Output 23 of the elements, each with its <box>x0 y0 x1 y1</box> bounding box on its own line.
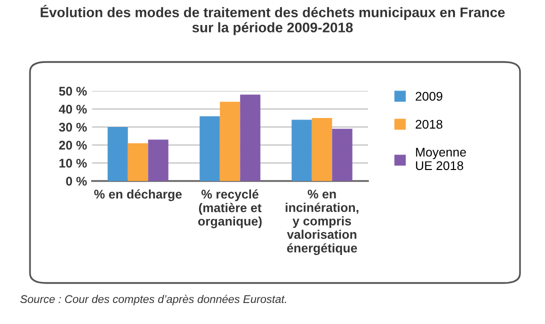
x-tick-label: % en décharge <box>94 189 182 202</box>
legend-label: Moyenne UE 2018 <box>416 148 466 170</box>
legend-label: 2009 <box>416 92 442 101</box>
bar <box>240 94 260 181</box>
bar <box>108 127 128 181</box>
y-tick-label: 10 % <box>59 158 87 168</box>
bar <box>128 143 148 181</box>
source-note: Source : Cour des comptes d’après données Eurostat. <box>20 294 286 306</box>
bar <box>220 102 240 181</box>
bar <box>332 128 352 181</box>
bar <box>292 120 312 181</box>
x-tick-label: % recyclé (matière et organique) <box>198 189 262 228</box>
y-tick-label: 30 % <box>58 122 87 132</box>
bar <box>148 140 168 181</box>
x-tick-label: % en incinération, y compris valorisation énergétique <box>286 190 358 256</box>
y-tick-label: 0 % <box>66 176 87 186</box>
y-tick-label: 20 % <box>59 140 87 150</box>
bar <box>200 116 220 181</box>
y-tick-label: 50 % <box>59 86 87 96</box>
bar <box>312 118 332 181</box>
legend-label: 2018 <box>416 120 442 129</box>
chart-title: Évolution des modes de traitement des déchets municipaux en France sur la période 2009-2018 <box>40 4 505 36</box>
y-tick-label: 40 % <box>58 104 87 114</box>
